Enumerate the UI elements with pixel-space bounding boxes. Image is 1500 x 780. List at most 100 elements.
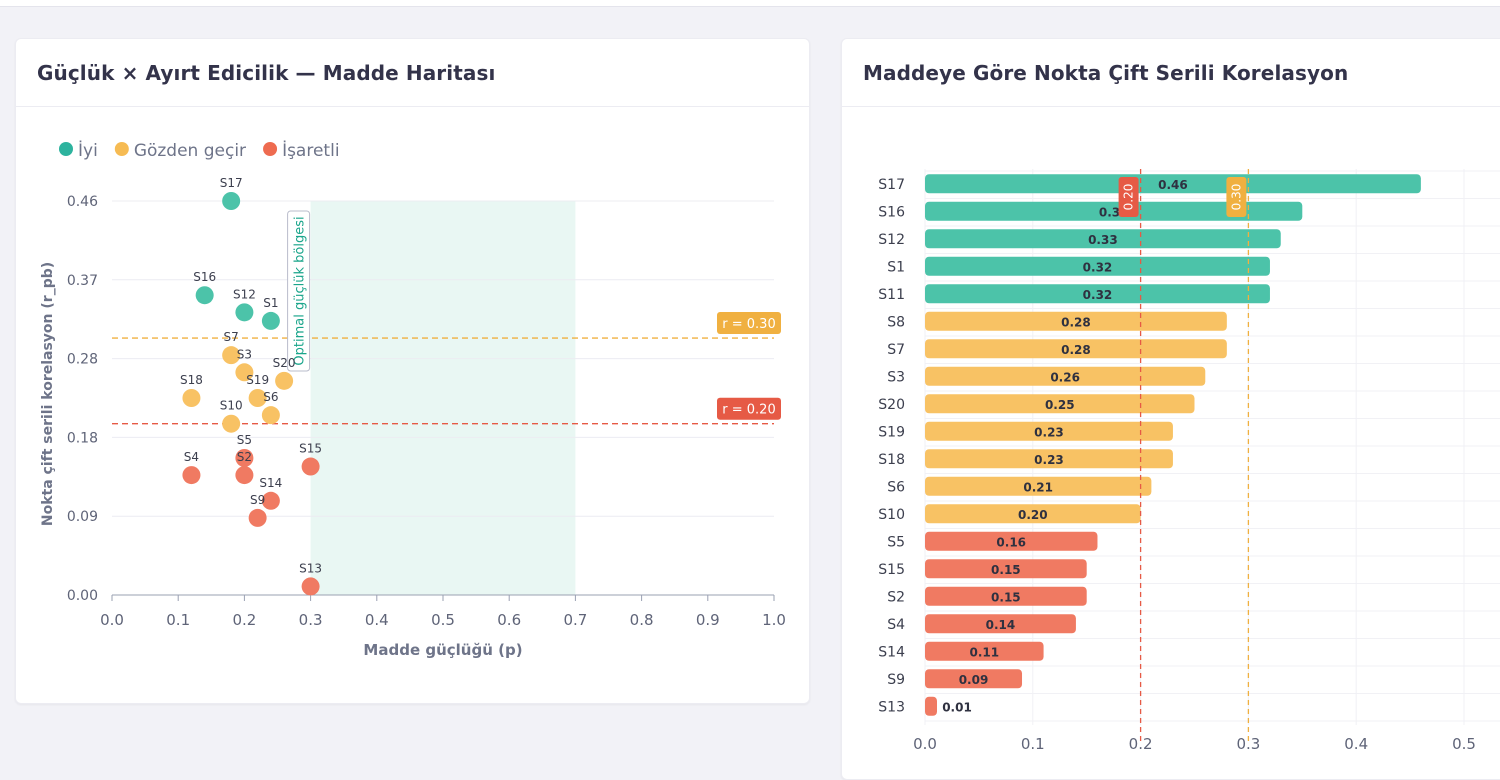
data-point-label: S19: [246, 373, 269, 387]
category-label: S4: [887, 617, 905, 633]
bar-s7: [925, 339, 1227, 359]
category-label: S1: [887, 259, 905, 275]
bar-s4: [925, 614, 1076, 634]
bar-value-label: 0.11: [969, 645, 999, 659]
data-point-label: S16: [193, 270, 216, 284]
category-label: S3: [887, 369, 905, 385]
x-tick-label: 0.4: [1344, 735, 1368, 753]
legend-marker: [114, 142, 129, 156]
bar-value-label: 0.23: [1034, 453, 1064, 467]
x-tick-label: 0.5: [1452, 735, 1476, 753]
bar-value-label: 0.32: [1083, 288, 1113, 302]
category-label: S2: [887, 589, 905, 605]
legend-label: İşaretli: [282, 140, 339, 161]
category-label: S12: [878, 232, 905, 248]
data-point-label: S13: [299, 561, 322, 575]
reference-line-label: 0.20: [1122, 184, 1136, 211]
x-tick-label: 0.2: [232, 611, 256, 629]
x-tick-label: 0.1: [1021, 735, 1045, 753]
top-panel-edge: [0, 0, 1500, 7]
data-point-label: S4: [184, 450, 199, 464]
category-label: S16: [878, 204, 905, 220]
legend-label: İyi: [78, 140, 98, 161]
bar-s12: [925, 229, 1281, 249]
data-point-s9: [248, 508, 267, 527]
bar-s9: [925, 669, 1023, 689]
item-map-title: Güçlük × Ayırt Edicilik — Madde Haritası: [37, 60, 496, 85]
category-label: S18: [878, 452, 905, 468]
x-tick-label: 0.0: [100, 611, 124, 629]
reference-line-label: 0.30: [1229, 184, 1243, 211]
bar-value-label: 0.09: [959, 673, 989, 687]
bar-s20: [925, 394, 1195, 414]
bar-value-label: 0.16: [996, 535, 1026, 549]
bar-s15: [925, 559, 1087, 579]
reference-line-label: r = 0.20: [722, 403, 775, 418]
data-point-s3: [235, 363, 254, 382]
point-biserial-card-header: Maddeye Göre Nokta Çift Serili Korelasyo…: [842, 39, 1500, 107]
data-point-s5: [235, 448, 254, 467]
bar-s19: [925, 421, 1173, 441]
bar-s17: [925, 174, 1421, 194]
optimal-zone-label: Optimal güçlük bölgesi: [293, 216, 308, 365]
legend-marker: [263, 142, 278, 156]
data-point-s2: [235, 466, 254, 485]
data-point-label: S17: [220, 176, 243, 190]
category-label: S10: [878, 507, 905, 523]
data-point-s12: [235, 303, 254, 322]
y-tick-label: 0.00: [67, 588, 98, 604]
bar-value-label: 0.15: [991, 590, 1021, 604]
category-label: S9: [887, 672, 905, 688]
bar-value-label: 0.20: [1018, 508, 1048, 522]
x-tick-label: 0.4: [365, 611, 389, 629]
bar-s13: [925, 696, 937, 716]
bar-s6: [925, 476, 1152, 496]
data-point-label: S7: [224, 330, 239, 344]
data-point-label: S10: [220, 399, 243, 413]
category-label: S14: [878, 644, 905, 660]
legend-label: Gözden geçir: [134, 141, 246, 161]
point-biserial-card: Maddeye Göre Nokta Çift Serili Korelasyo…: [841, 38, 1500, 780]
x-tick-label: 0.6: [497, 611, 521, 629]
data-point-s19: [248, 389, 267, 407]
category-label: S19: [878, 424, 905, 440]
bar-s2: [925, 586, 1087, 606]
data-point-label: S18: [180, 373, 203, 387]
y-axis-title: Nokta çift serili korelasyon (r_pb): [40, 262, 56, 526]
category-label: S13: [878, 699, 905, 715]
reference-line-badge: [1226, 177, 1247, 217]
bar-value-label: 0.01: [942, 700, 972, 714]
point-biserial-title: Maddeye Göre Nokta Çift Serili Korelasyo…: [863, 60, 1349, 85]
category-label: S6: [887, 479, 905, 495]
reference-line-label: r = 0.30: [722, 317, 775, 332]
legend-marker: [59, 142, 73, 156]
optimal-zone-area: [310, 201, 576, 595]
data-point-s10: [222, 414, 241, 433]
data-point-label: S12: [233, 287, 256, 301]
category-label: S11: [878, 287, 905, 303]
x-tick-label: 0.2: [1129, 735, 1153, 753]
x-tick-label: 0.7: [563, 611, 587, 629]
bar-value-label: 0.21: [1023, 480, 1053, 494]
bar-value-label: 0.28: [1061, 343, 1091, 357]
data-point-label: S14: [259, 476, 282, 490]
bar-value-label: 0.14: [986, 618, 1016, 632]
data-point-label: S6: [263, 390, 278, 404]
x-axis-title: Madde güçlüğü (p): [363, 641, 522, 659]
x-tick-label: 0.9: [696, 611, 720, 629]
bar-s18: [925, 449, 1173, 469]
y-tick-label: 0.18: [67, 430, 98, 446]
bar-value-label: 0.26: [1050, 370, 1080, 384]
x-tick-label: 0.0: [913, 735, 937, 753]
reference-line-badge: [717, 397, 781, 420]
bar-s11: [925, 284, 1270, 304]
category-label: S15: [878, 562, 905, 578]
data-point-s16: [195, 286, 214, 305]
data-point-s14: [261, 491, 280, 510]
bar-s5: [925, 531, 1098, 551]
x-tick-label: 0.5: [431, 611, 455, 629]
bar-value-label: 0.28: [1061, 315, 1091, 329]
data-point-s1: [261, 311, 280, 330]
data-point-label: S3: [237, 347, 252, 361]
x-tick-label: 0.3: [299, 611, 323, 629]
